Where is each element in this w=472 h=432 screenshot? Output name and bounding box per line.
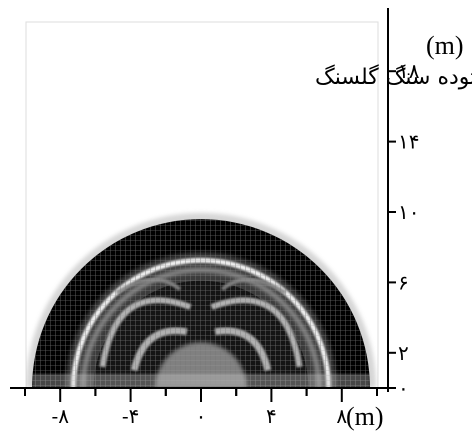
x-tick-label: ۰ bbox=[196, 404, 207, 428]
y-tick-label: ۲ bbox=[398, 341, 409, 365]
rock-mass-annotation: توده سنگ گلسنگ bbox=[315, 64, 472, 90]
x-tick-label: ۸ bbox=[336, 404, 347, 428]
x-tick-label: -۴ bbox=[122, 404, 140, 428]
x-tick-label: ۴ bbox=[266, 404, 277, 428]
x-tick-label: -۸ bbox=[51, 404, 69, 428]
x-axis-unit: (m) bbox=[346, 402, 384, 431]
y-tick-label: ۱۰ bbox=[398, 200, 419, 224]
halo-grain bbox=[32, 219, 370, 388]
y-axis-ticks: ۰ ۲ ۶ ۱۰ ۱۴ ۱۸ bbox=[388, 59, 420, 400]
heatmap-field bbox=[26, 212, 377, 388]
x-axis-ticks: -۸ -۴ ۰ ۴ ۸ bbox=[24, 388, 378, 428]
y-tick-label: ۰ bbox=[398, 376, 409, 400]
halo-floor bbox=[32, 374, 370, 388]
y-tick-label: ۱۸ bbox=[398, 59, 420, 83]
y-tick-label: ۶ bbox=[398, 270, 409, 294]
y-tick-label: ۱۴ bbox=[398, 130, 419, 154]
y-axis-unit: (m) bbox=[426, 31, 464, 60]
